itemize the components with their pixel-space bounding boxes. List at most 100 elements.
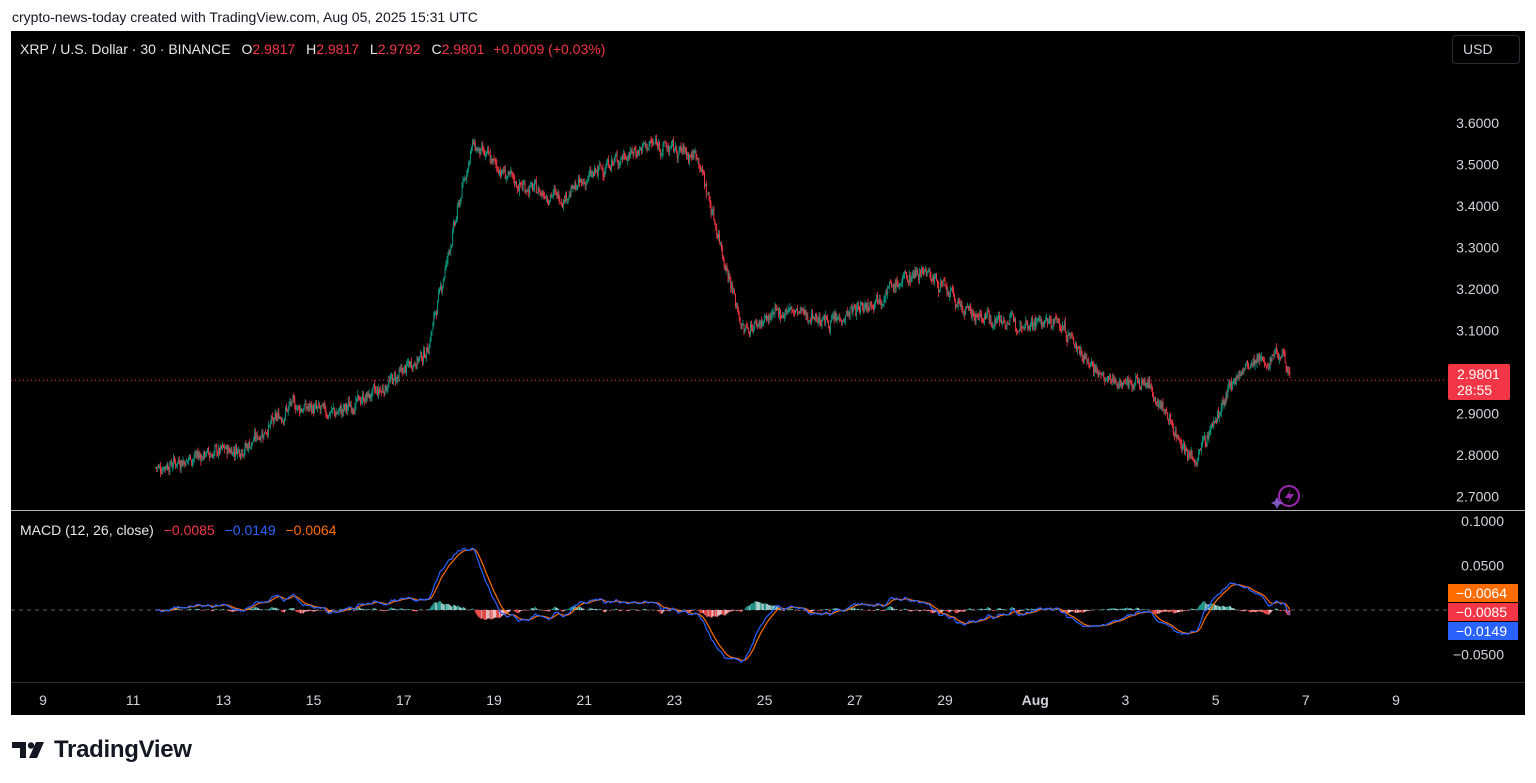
candle-body	[341, 409, 343, 414]
candle-body	[575, 182, 577, 191]
candle-body	[972, 310, 974, 314]
candle-body	[863, 307, 865, 313]
candle-body	[1146, 382, 1148, 384]
candle-body	[1035, 321, 1037, 327]
candle-body	[254, 432, 256, 439]
candle-body	[796, 308, 797, 311]
candle-body	[845, 310, 847, 316]
candle-body	[880, 303, 882, 306]
candle-body	[302, 410, 304, 412]
candle-body	[262, 433, 264, 439]
candle-body	[1130, 382, 1132, 385]
candle-body	[988, 311, 990, 320]
candle-body	[353, 412, 355, 414]
candle-body	[1135, 376, 1137, 383]
candle-body	[588, 174, 590, 177]
candle-body	[607, 160, 609, 165]
candle-body	[846, 310, 848, 317]
candle-body	[481, 146, 483, 149]
candle-body	[1057, 318, 1059, 320]
candle-body	[715, 225, 717, 228]
candle-body	[240, 449, 242, 458]
symbol-title[interactable]: XRP / U.S. Dollar · 30 · BINANCE	[20, 41, 231, 57]
candle-body	[1225, 393, 1227, 405]
open-value: 2.9817	[252, 41, 296, 57]
candle-body	[500, 170, 502, 177]
candle-body	[494, 159, 496, 161]
candle-body	[677, 154, 679, 159]
candle-body	[380, 391, 382, 393]
candle-body	[480, 148, 482, 155]
candle-body	[525, 190, 527, 193]
candle-body	[911, 273, 913, 278]
candle-body	[1241, 370, 1243, 375]
candle-body	[819, 316, 821, 323]
candle-body	[223, 447, 225, 449]
candle-body	[611, 159, 613, 163]
candle-body	[959, 303, 961, 307]
chart-canvas[interactable]: 3.60003.50003.40003.30003.20003.10003.00…	[11, 31, 1525, 715]
candle-body	[1093, 365, 1095, 373]
candle-body	[961, 304, 963, 310]
candle-body	[856, 307, 858, 316]
candle-body	[899, 285, 901, 287]
candle-body	[288, 402, 290, 408]
candle-body	[1231, 382, 1233, 389]
candle-body	[854, 306, 856, 308]
candle-body	[1086, 357, 1088, 362]
candle-body	[248, 442, 250, 450]
candle-body	[731, 284, 733, 289]
candle-body	[1240, 374, 1242, 375]
candle-body	[1210, 425, 1212, 430]
candle-body	[316, 406, 318, 409]
candle-body	[650, 141, 652, 143]
candle-body	[924, 268, 926, 271]
candle-body	[463, 180, 465, 182]
candle-body	[852, 308, 854, 313]
candle-body	[418, 357, 420, 362]
candle-body	[410, 361, 412, 368]
candle-body	[867, 302, 869, 309]
candle-body	[1269, 357, 1271, 368]
candle-body	[1097, 371, 1099, 377]
currency-button[interactable]: USD	[1452, 35, 1520, 64]
macd-title[interactable]: MACD (12, 26, close)	[20, 522, 154, 538]
candle-body	[638, 150, 640, 153]
candle-body	[767, 316, 769, 321]
candle-body	[1068, 333, 1070, 335]
candle-body	[455, 221, 456, 225]
price-axis: 3.60003.50003.40003.30003.20003.10003.00…	[1456, 115, 1499, 505]
candle-body	[622, 156, 624, 160]
candle-body	[830, 319, 832, 322]
candle-body	[192, 459, 194, 462]
candle-body	[1247, 361, 1248, 364]
candle-body	[1171, 422, 1173, 427]
candle-body	[234, 450, 236, 456]
candle-body	[600, 165, 602, 169]
candle-body	[804, 309, 806, 314]
candle-body	[952, 288, 953, 291]
candle-body	[834, 313, 836, 320]
candle-body	[357, 395, 359, 399]
candle-body	[509, 172, 511, 174]
candle-body	[574, 182, 576, 190]
candle-body	[261, 433, 263, 437]
candle-body	[1194, 461, 1196, 465]
candle-body	[878, 299, 880, 302]
candle-body	[1165, 409, 1167, 412]
candle-body	[218, 448, 220, 456]
brand[interactable]: TradingView	[12, 736, 192, 764]
candle-body	[469, 161, 471, 164]
candle-body	[1065, 332, 1067, 339]
candle-body	[558, 191, 560, 201]
candle-body	[909, 274, 911, 283]
chart-frame[interactable]: 3.60003.50003.40003.30003.20003.10003.00…	[11, 31, 1525, 715]
candle-body	[849, 308, 851, 317]
candle-body	[646, 144, 648, 150]
candle-body	[1198, 451, 1200, 459]
candle-body	[224, 448, 226, 450]
candle-body	[521, 183, 523, 190]
lightning-icon[interactable]	[1271, 485, 1300, 509]
candle-body	[753, 322, 755, 330]
candle-body	[925, 268, 927, 276]
